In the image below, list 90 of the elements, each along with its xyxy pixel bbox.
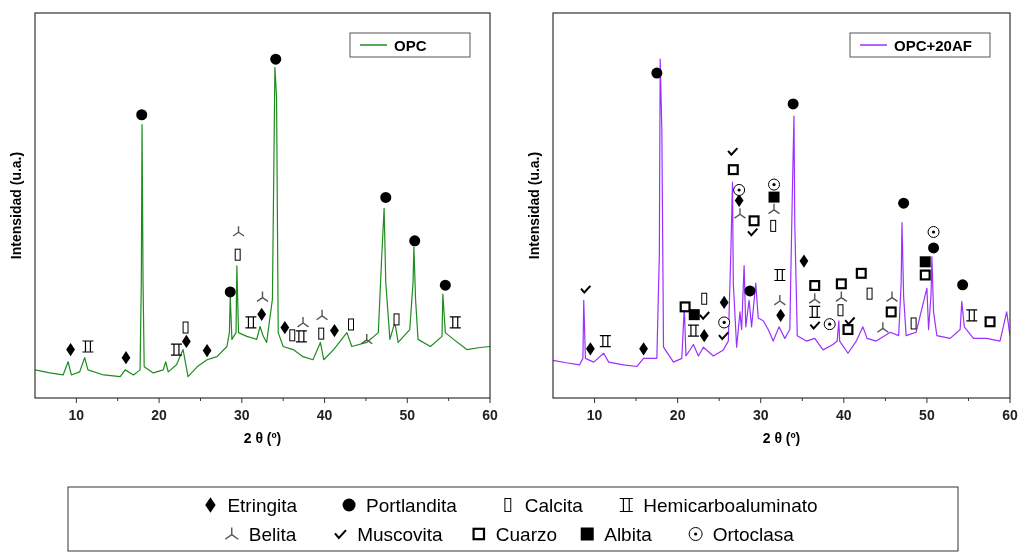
x-tick-label: 60 bbox=[1002, 407, 1018, 423]
point bbox=[842, 324, 854, 336]
point bbox=[835, 278, 847, 290]
point bbox=[688, 309, 700, 321]
point bbox=[855, 267, 867, 279]
point bbox=[885, 306, 897, 318]
y-axis-title: Intensidad (u.a.) bbox=[526, 151, 542, 260]
point bbox=[380, 191, 392, 203]
point bbox=[957, 279, 969, 291]
point bbox=[232, 225, 245, 237]
point bbox=[296, 316, 310, 328]
point bbox=[844, 316, 856, 326]
point bbox=[787, 98, 799, 110]
point bbox=[599, 334, 612, 348]
point bbox=[835, 290, 848, 303]
x-tick-label: 10 bbox=[68, 407, 85, 423]
point bbox=[439, 279, 451, 291]
y-axis-title: Intensidad (u.a.) bbox=[8, 151, 24, 260]
point bbox=[585, 342, 595, 356]
point bbox=[733, 183, 746, 196]
legend-label: Hemicarboaluminato bbox=[643, 495, 818, 516]
point bbox=[244, 316, 258, 329]
point bbox=[679, 301, 691, 313]
point bbox=[919, 256, 931, 268]
legend-label: Ortoclasa bbox=[712, 524, 795, 545]
point bbox=[170, 343, 183, 356]
point bbox=[315, 309, 329, 321]
point bbox=[651, 67, 663, 79]
x-tick-label: 20 bbox=[669, 407, 686, 423]
point bbox=[776, 308, 786, 322]
point bbox=[823, 318, 836, 331]
point bbox=[121, 351, 131, 365]
point bbox=[295, 330, 308, 343]
point bbox=[808, 305, 821, 319]
point bbox=[136, 109, 148, 121]
x-tick-label: 20 bbox=[151, 407, 168, 423]
point bbox=[256, 290, 269, 303]
legend-label: Albita bbox=[604, 524, 653, 545]
point bbox=[885, 290, 899, 303]
point bbox=[699, 329, 709, 343]
point bbox=[768, 178, 781, 191]
x-tick-label: 40 bbox=[836, 407, 852, 423]
legend-label: OPC+20AF bbox=[894, 37, 972, 54]
x-tick-label: 50 bbox=[919, 407, 935, 423]
legend-label: Muscovita bbox=[357, 524, 444, 545]
point bbox=[449, 316, 462, 329]
legend-label: Calcita bbox=[524, 495, 584, 516]
point bbox=[727, 147, 739, 156]
point bbox=[898, 197, 910, 209]
point bbox=[927, 225, 940, 238]
point bbox=[768, 191, 780, 203]
point bbox=[718, 316, 731, 329]
point bbox=[747, 227, 759, 237]
point bbox=[748, 215, 760, 227]
point bbox=[809, 280, 821, 292]
point bbox=[224, 286, 236, 298]
x-axis-title: 2 θ (º) bbox=[243, 430, 282, 446]
point bbox=[733, 207, 747, 219]
legend-label: Belita bbox=[248, 524, 297, 545]
point bbox=[727, 164, 739, 176]
point bbox=[965, 309, 978, 322]
point bbox=[409, 235, 421, 247]
x-tick-label: 30 bbox=[752, 407, 769, 423]
point bbox=[876, 321, 890, 333]
point bbox=[580, 284, 592, 294]
x-tick-label: 60 bbox=[482, 407, 498, 423]
point bbox=[773, 294, 787, 306]
legend-label: Portlandita bbox=[366, 495, 458, 516]
point bbox=[687, 324, 700, 337]
point bbox=[984, 316, 996, 328]
point bbox=[928, 242, 940, 254]
legend-label: Cuarzo bbox=[495, 524, 558, 545]
x-axis-title: 2 θ (º) bbox=[762, 430, 801, 446]
point bbox=[270, 53, 282, 65]
x-tick-label: 40 bbox=[316, 407, 333, 423]
point bbox=[773, 268, 786, 282]
point bbox=[809, 320, 821, 330]
point bbox=[799, 254, 809, 268]
point bbox=[744, 285, 756, 297]
x-tick-label: 50 bbox=[399, 407, 416, 423]
point bbox=[81, 340, 95, 353]
x-tick-label: 30 bbox=[234, 407, 250, 423]
point bbox=[808, 292, 821, 304]
point bbox=[360, 333, 373, 345]
legend-label: Etringita bbox=[227, 495, 298, 516]
point bbox=[919, 269, 931, 281]
legend-label: OPC bbox=[394, 37, 427, 54]
x-tick-label: 10 bbox=[586, 407, 603, 423]
point bbox=[257, 307, 267, 321]
point bbox=[767, 203, 781, 215]
